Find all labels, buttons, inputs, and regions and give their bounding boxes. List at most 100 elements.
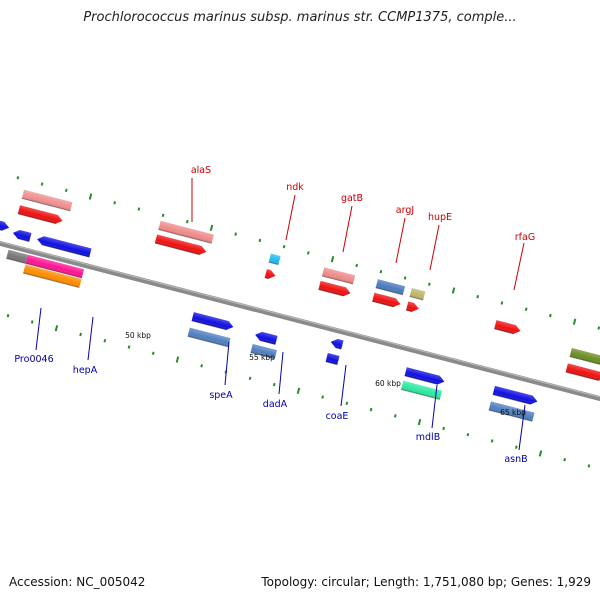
track-dot xyxy=(563,457,567,462)
gene-alaS-bar[interactable] xyxy=(158,220,214,244)
svg-text:asnB: asnB xyxy=(504,454,527,465)
svg-text:coaE: coaE xyxy=(326,411,349,422)
track-dot xyxy=(427,282,431,286)
gene-small-1[interactable] xyxy=(12,228,32,243)
svg-text:hepA: hepA xyxy=(73,365,98,376)
gene-hupE-arrow[interactable] xyxy=(405,301,420,314)
gene-speA-top[interactable] xyxy=(191,312,235,331)
gene-label-gatB[interactable]: gatB xyxy=(341,193,363,253)
gene-label-mdlB[interactable]: mdlB xyxy=(416,384,440,443)
track-dot xyxy=(161,213,165,218)
track-dot xyxy=(330,256,335,263)
track-dot xyxy=(200,364,203,368)
gene-label-dadA[interactable]: dadA xyxy=(263,351,288,410)
track-dot xyxy=(64,188,68,193)
svg-text:hupE: hupE xyxy=(428,212,452,223)
track-dot xyxy=(379,269,383,274)
gene-Pro0046-top[interactable] xyxy=(17,205,64,225)
track-dot xyxy=(514,445,518,449)
gene-olive[interactable] xyxy=(569,347,600,368)
track-dot xyxy=(30,320,34,324)
gene-label-asnB[interactable]: asnB xyxy=(504,404,528,465)
gene-rfaG[interactable] xyxy=(494,320,521,335)
svg-text:alaS: alaS xyxy=(191,165,211,176)
track-dot xyxy=(296,387,301,394)
topology-text: Topology: circular; Length: 1,751,080 bp… xyxy=(261,575,591,589)
track-dot xyxy=(103,339,107,343)
gene-label-speA[interactable]: speA xyxy=(209,341,233,401)
gene-mdlB[interactable] xyxy=(400,380,443,400)
track-dot xyxy=(6,314,10,318)
track-dot xyxy=(572,318,577,325)
gene-asnB-top[interactable] xyxy=(492,385,539,406)
gene-label-hepA[interactable]: hepA xyxy=(73,316,98,376)
gene-alaS[interactable] xyxy=(21,189,73,212)
track-dot xyxy=(403,276,407,280)
track-dot xyxy=(127,345,131,349)
gene-orange[interactable] xyxy=(23,264,82,289)
accession-text: Accession: NC_005042 xyxy=(9,575,146,589)
gene-dadA[interactable] xyxy=(250,343,277,360)
map-title: Prochlorococcus marinus subsp. marinus s… xyxy=(83,10,517,25)
gene-speA[interactable] xyxy=(187,327,231,348)
gene-label-coaE[interactable]: coaE xyxy=(326,364,349,422)
gene-hupE[interactable] xyxy=(409,287,426,301)
track-dot xyxy=(113,201,117,205)
gene-coaE-top[interactable] xyxy=(330,338,344,350)
gene-Pro0046[interactable] xyxy=(0,213,10,232)
gene-gatB[interactable] xyxy=(321,267,356,285)
track-dot xyxy=(16,176,20,180)
track-dot xyxy=(234,232,238,236)
svg-text:Pro0046: Pro0046 xyxy=(14,354,53,365)
gene-dadA-top[interactable] xyxy=(254,330,278,346)
gene-label-ndk[interactable]: ndk xyxy=(285,182,304,241)
tick-label-60: 60 kbp xyxy=(375,379,401,388)
track-dot xyxy=(79,332,82,337)
track-dot xyxy=(355,263,359,268)
gene-label-argJ[interactable]: argJ xyxy=(395,205,414,264)
track-dot xyxy=(549,313,552,318)
track-dot xyxy=(282,244,286,249)
gene-alaS-arrow[interactable] xyxy=(154,234,208,256)
gene-label-hupE[interactable]: hupE xyxy=(428,212,452,271)
svg-text:gatB: gatB xyxy=(341,193,363,204)
svg-text:dadA: dadA xyxy=(263,399,288,410)
track-dot xyxy=(248,376,252,381)
track-dot xyxy=(500,301,504,305)
track-dot xyxy=(137,207,141,211)
gene-label-Pro0046[interactable]: Pro0046 xyxy=(14,307,54,365)
track-dot xyxy=(466,432,470,437)
track-dot xyxy=(345,401,349,406)
tick-label-55: 55 kbp xyxy=(249,353,275,362)
genome-backbone xyxy=(0,228,600,414)
tick-label-50: 50 kbp xyxy=(125,331,151,340)
tick-label-65: 65 kbp xyxy=(500,408,526,417)
gene-ndk-arrow[interactable] xyxy=(264,269,277,280)
gene-label-alaS[interactable]: alaS xyxy=(191,165,211,222)
gene-argJ[interactable] xyxy=(375,279,406,296)
track-dot xyxy=(321,395,325,399)
gene-grey[interactable] xyxy=(6,249,28,264)
svg-text:rfaG: rfaG xyxy=(515,232,535,243)
track-dot xyxy=(490,439,494,443)
gene-argJ-arrow[interactable] xyxy=(372,292,401,309)
svg-text:speA: speA xyxy=(209,390,233,401)
gene-coaE[interactable] xyxy=(325,352,340,366)
track-dot xyxy=(393,414,397,418)
svg-text:mdlB: mdlB xyxy=(416,432,440,443)
gene-mdlB-top[interactable] xyxy=(404,367,446,386)
gene-label-rfaG[interactable]: rfaG xyxy=(513,232,535,291)
track-dot xyxy=(151,351,155,355)
gene-hepA[interactable] xyxy=(25,254,85,279)
track-dot xyxy=(524,307,528,311)
track-dot xyxy=(40,182,44,186)
gene-right-red[interactable] xyxy=(565,363,600,382)
track-dot xyxy=(476,295,480,299)
dotted-track xyxy=(6,176,600,468)
gene-ndk[interactable] xyxy=(268,253,281,266)
track-dot xyxy=(369,407,373,412)
gene-features[interactable] xyxy=(0,175,600,441)
gene-hepA-blue[interactable] xyxy=(36,235,92,258)
gene-gatB-arrow[interactable] xyxy=(318,280,351,298)
